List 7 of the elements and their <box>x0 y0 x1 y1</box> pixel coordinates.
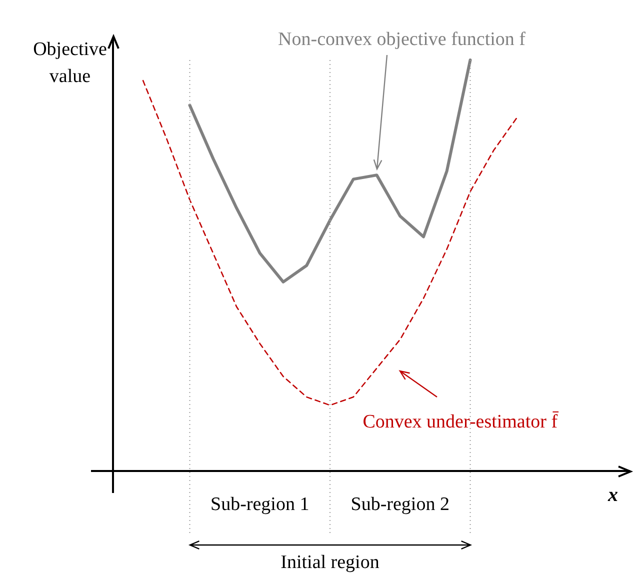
text: Sub-region 1 <box>210 494 310 515</box>
annotation: Convex under-estimator f̄ <box>362 411 559 432</box>
x-axis-title: x <box>607 484 618 506</box>
y-axis-title: Objective value <box>33 38 107 87</box>
text: Non-convex objective function f <box>278 28 526 50</box>
text: Sub-region 2 <box>350 494 450 515</box>
text: Initial region <box>280 552 380 573</box>
